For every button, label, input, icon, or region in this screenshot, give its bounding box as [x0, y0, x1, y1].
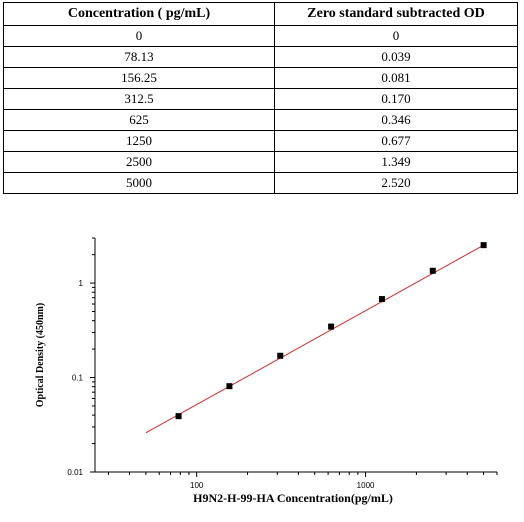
fit-line	[145, 244, 484, 434]
axes	[94, 238, 497, 473]
data-point	[480, 242, 487, 249]
table-row: 5000 2.520	[3, 172, 518, 194]
table-row: 78.13 0.039	[3, 46, 518, 68]
x-axis-label: H9N2-H-99-HA Concentration(pg/mL)	[193, 491, 393, 505]
axis-ticks	[90, 237, 498, 477]
table-header-row: Concentration ( pg/mL) Zero standard sub…	[3, 2, 518, 26]
data-point	[378, 296, 385, 303]
cell-concentration: 78.13	[3, 46, 275, 68]
cell-od: 0.677	[274, 130, 518, 152]
x-tick-label: 1000	[357, 481, 375, 490]
cell-od: 2.520	[274, 172, 518, 194]
data-point	[175, 413, 182, 420]
y-tick-label: 0.1	[72, 374, 84, 383]
header-od: Zero standard subtracted OD	[274, 2, 518, 26]
data-point	[328, 323, 335, 330]
y-axis-label: Optical Density (450nm)	[35, 303, 46, 407]
table-row: 312.5 0.170	[3, 88, 518, 110]
x-tick-label: 100	[190, 481, 204, 490]
standard-curve-table: Concentration ( pg/mL) Zero standard sub…	[3, 2, 518, 194]
table-row: 1250 0.677	[3, 130, 518, 152]
data-point	[277, 352, 284, 359]
y-tick-label: 0.01	[67, 468, 83, 477]
data-point	[429, 267, 436, 274]
header-concentration: Concentration ( pg/mL)	[3, 2, 275, 26]
axis-tick-labels: 100 1000 0.01 0.1 1	[67, 279, 375, 490]
y-tick-label: 1	[79, 279, 84, 288]
data-points	[175, 242, 487, 420]
cell-concentration: 5000	[3, 172, 275, 194]
table-row: 2500 1.349	[3, 151, 518, 173]
data-point	[226, 383, 233, 390]
